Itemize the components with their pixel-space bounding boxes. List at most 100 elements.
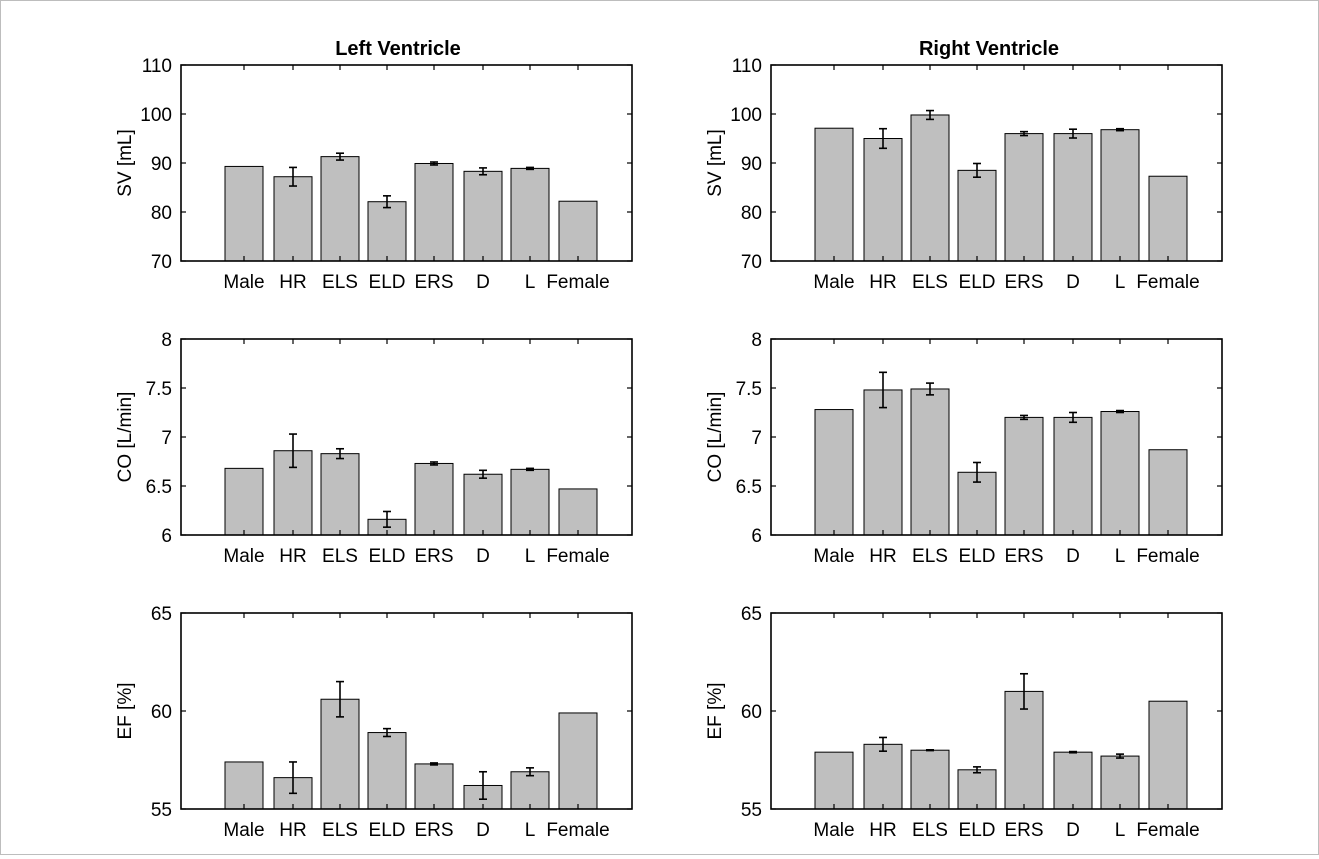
bar-hr	[273, 176, 313, 262]
y-tick-label: 80	[151, 203, 172, 224]
y-axis-label: SV [mL]	[115, 129, 136, 197]
error-bar-els	[336, 152, 344, 161]
error-bar-ers	[430, 461, 438, 466]
error-bar-hr	[289, 761, 297, 795]
bar-male	[814, 751, 854, 810]
y-tick-label: 60	[151, 702, 172, 723]
y-tick-label: 55	[151, 800, 172, 821]
error-bar-l	[526, 767, 534, 777]
x-tick-label-hr: HR	[279, 546, 306, 567]
x-tick-label-eld: ELD	[369, 820, 406, 841]
bar-l	[1100, 755, 1140, 810]
y-tick-label: 6	[751, 526, 762, 547]
x-tick-label-hr: HR	[279, 820, 306, 841]
y-tick-label: 65	[151, 604, 172, 625]
x-tick-label-male: Male	[223, 820, 264, 841]
y-tick-label: 6.5	[146, 477, 172, 498]
y-tick-label: 110	[732, 56, 762, 77]
error-bar-eld	[383, 727, 391, 738]
error-bar-hr	[879, 127, 887, 150]
y-tick-label: 8	[751, 330, 762, 351]
x-tick-label-els: ELS	[322, 820, 358, 841]
y-tick-label: 55	[741, 800, 762, 821]
x-tick-label-d: D	[1066, 820, 1080, 841]
bar-els	[910, 114, 950, 262]
x-tick-label-hr: HR	[279, 272, 306, 293]
x-tick-label-male: Male	[813, 272, 854, 293]
error-bar-d	[1069, 750, 1077, 754]
error-bar-els	[336, 447, 344, 460]
error-bar-d	[1069, 411, 1077, 424]
x-tick-label-els: ELS	[912, 272, 948, 293]
bar-female	[1148, 449, 1188, 536]
error-bar-ers	[1020, 414, 1028, 421]
y-tick-label: 60	[741, 702, 762, 723]
bar-female	[558, 200, 598, 262]
y-tick-label: 6	[161, 526, 172, 547]
x-tick-label-d: D	[476, 272, 490, 293]
bar-male	[224, 467, 264, 536]
x-tick-label-l: L	[1115, 546, 1126, 567]
error-bar-d	[479, 167, 487, 176]
y-tick-label: 8	[161, 330, 172, 351]
bar-els	[910, 388, 950, 536]
bar-hr	[863, 138, 903, 262]
error-bar-eld	[973, 766, 981, 774]
error-bar-ers	[430, 762, 438, 766]
bar-ers	[414, 162, 454, 262]
error-bar-l	[1116, 409, 1124, 414]
x-tick-label-female: Female	[546, 820, 609, 841]
x-tick-label-ers: ERS	[414, 272, 453, 293]
error-bar-hr	[289, 166, 297, 187]
error-bar-hr	[289, 433, 297, 469]
error-bar-eld	[383, 510, 391, 528]
y-tick-label: 7	[751, 428, 762, 449]
bar-eld	[367, 732, 407, 810]
x-tick-label-l: L	[525, 272, 536, 293]
bar-els	[320, 453, 360, 536]
x-tick-label-female: Female	[1136, 546, 1199, 567]
error-bar-l	[1116, 753, 1124, 759]
bar-eld	[957, 169, 997, 262]
y-axis-label: CO [L/min]	[115, 392, 136, 483]
bar-male	[224, 761, 264, 810]
y-tick-label: 70	[151, 252, 172, 273]
error-bar-d	[479, 469, 487, 479]
error-bar-eld	[383, 195, 391, 209]
error-bar-l	[526, 467, 534, 472]
y-tick-label: 7	[161, 428, 172, 449]
y-axis-label: CO [L/min]	[705, 392, 726, 483]
x-tick-label-female: Female	[546, 272, 609, 293]
bar-male	[814, 127, 854, 262]
x-tick-label-eld: ELD	[369, 272, 406, 293]
bar-ers	[1004, 416, 1044, 536]
bar-male	[224, 165, 264, 262]
x-tick-label-female: Female	[1136, 272, 1199, 293]
bar-eld	[367, 201, 407, 262]
bar-els	[910, 749, 950, 810]
error-bar-hr	[879, 371, 887, 409]
bar-l	[510, 468, 550, 536]
panel-1: 70 80 90 100 110 Male HR ELS ELD ERS D L Female SV [m…	[115, 56, 633, 293]
y-axis-label: EF [%]	[115, 682, 136, 739]
bar-female	[558, 488, 598, 536]
bar-els	[320, 156, 360, 262]
bar-ers	[1004, 690, 1044, 810]
x-tick-label-ers: ERS	[414, 546, 453, 567]
y-tick-label: 100	[140, 105, 172, 126]
error-bar-l	[1116, 127, 1124, 132]
bar-hr	[863, 389, 903, 536]
x-tick-label-d: D	[476, 546, 490, 567]
y-tick-label: 65	[741, 604, 762, 625]
bar-l	[510, 167, 550, 262]
y-tick-label: 90	[741, 154, 762, 175]
x-tick-label-ers: ERS	[1004, 820, 1043, 841]
bar-female	[558, 712, 598, 810]
panel-2: 70 80 90 100 110 Male HR ELS ELD ERS D L Female SV [m…	[705, 56, 1223, 293]
bar-ers	[1004, 133, 1044, 262]
y-axis-label: SV [mL]	[705, 129, 726, 197]
error-bar-els	[926, 749, 934, 752]
x-tick-label-eld: ELD	[959, 546, 996, 567]
x-tick-label-male: Male	[813, 546, 854, 567]
x-tick-label-eld: ELD	[959, 820, 996, 841]
